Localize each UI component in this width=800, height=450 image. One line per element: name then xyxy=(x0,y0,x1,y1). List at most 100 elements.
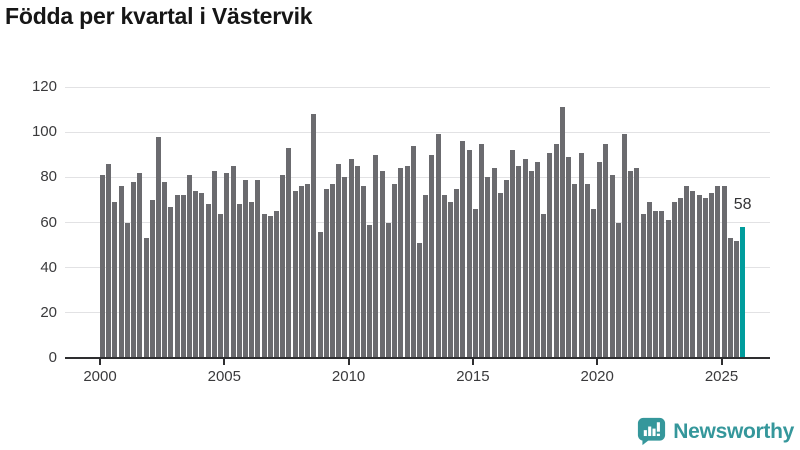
y-axis-label-60: 60 xyxy=(40,213,57,231)
bar-2009-q1 xyxy=(323,188,329,358)
bar-2016-q4 xyxy=(516,166,522,358)
bar-2010-q2 xyxy=(354,166,360,358)
bar-2011-q2 xyxy=(379,170,385,358)
bar-2014-q1 xyxy=(448,202,454,358)
x-axis-label-2005: 2005 xyxy=(207,368,241,385)
bar-2014-q3 xyxy=(460,141,466,358)
bar-2013-q1 xyxy=(423,195,429,358)
bar-2008-q1 xyxy=(298,186,304,358)
bar-2008-q2 xyxy=(305,184,311,358)
bar-2003-q4 xyxy=(193,190,199,358)
bar-2019-q4 xyxy=(590,208,596,358)
grid-line-y-100 xyxy=(65,131,770,133)
bar-2007-q2 xyxy=(280,175,286,358)
bar-2005-q3 xyxy=(236,204,242,358)
bar-2012-q4 xyxy=(416,242,422,358)
y-axis-label-80: 80 xyxy=(40,168,57,186)
page-title: Födda per kvartal i Västervik xyxy=(5,3,313,29)
bar-2003-q1 xyxy=(174,195,180,358)
bar-2006-q1 xyxy=(249,202,255,358)
bar-2023-q4 xyxy=(690,190,696,358)
last-value-label: 58 xyxy=(733,196,752,213)
bar-2023-q1 xyxy=(671,202,677,358)
bar-2001-q3 xyxy=(137,172,143,358)
bar-2025-q2 xyxy=(727,238,733,358)
bar-2021-q3 xyxy=(634,168,640,358)
bar-2010-q1 xyxy=(348,159,354,358)
bar-2023-q2 xyxy=(678,197,683,358)
bar-2012-q2 xyxy=(404,166,410,358)
bar-2003-q2 xyxy=(180,195,186,358)
bar-2015-q3 xyxy=(485,177,491,358)
x-axis-tick-2010 xyxy=(347,359,350,365)
x-axis-label-2020: 2020 xyxy=(580,368,614,385)
x-axis-tick-2000 xyxy=(99,359,101,365)
bar-2005-q2 xyxy=(230,166,236,358)
bar-2006-q2 xyxy=(255,179,261,358)
bar-2000-q1 xyxy=(100,175,105,358)
bar-2001-q2 xyxy=(131,181,137,358)
bar-2008-q3 xyxy=(311,114,317,358)
bar-2000-q2 xyxy=(106,163,112,358)
bar-2005-q1 xyxy=(224,172,230,358)
bar-2004-q1 xyxy=(199,193,205,358)
x-axis-tick-2025 xyxy=(720,359,723,365)
bar-2025-q3 xyxy=(733,240,739,358)
bar-2022-q2 xyxy=(653,211,659,358)
bar-2017-q4 xyxy=(541,213,547,358)
grid-line-y-120 xyxy=(65,86,770,88)
bar-2020-q1 xyxy=(597,161,603,358)
x-axis-label-2025: 2025 xyxy=(704,368,739,385)
bar-2010-q3 xyxy=(361,186,367,358)
bar-2007-q3 xyxy=(286,148,292,358)
bar-2010-q4 xyxy=(367,224,373,358)
bar-2005-q4 xyxy=(242,179,248,358)
bar-2004-q3 xyxy=(211,170,217,358)
newsworthy-logo[interactable]: Newsworthy xyxy=(637,417,794,446)
bar-2012-q3 xyxy=(410,145,416,358)
bar-2021-q2 xyxy=(628,170,634,358)
bar-2007-q4 xyxy=(292,190,298,358)
bar-2000-q4 xyxy=(118,186,124,358)
x-axis-tick-2020 xyxy=(596,359,599,365)
y-axis-label-0: 0 xyxy=(48,349,57,366)
bar-2009-q3 xyxy=(336,163,342,358)
bar-2020-q2 xyxy=(603,143,609,358)
newsworthy-bubble-chart-icon xyxy=(638,417,666,446)
bar-2018-q4 xyxy=(566,157,572,358)
bar-2011-q3 xyxy=(385,222,391,358)
bar-2015-q4 xyxy=(491,168,497,358)
bar-2023-q3 xyxy=(684,186,690,358)
bar-2013-q4 xyxy=(441,195,447,358)
bar-2024-q3 xyxy=(709,193,715,358)
x-axis-label-2015: 2015 xyxy=(456,368,490,385)
bar-2017-q3 xyxy=(535,161,541,358)
bar-2024-q2 xyxy=(702,197,708,358)
bar-2021-q4 xyxy=(640,213,646,358)
bar-2015-q1 xyxy=(472,208,478,358)
bar-2002-q3 xyxy=(162,181,168,358)
bar-2020-q3 xyxy=(609,175,615,358)
x-axis-line xyxy=(65,357,770,359)
bar-2001-q4 xyxy=(143,238,149,358)
bar-2012-q1 xyxy=(398,168,404,358)
bar-2025-q4 xyxy=(740,227,746,358)
bar-2000-q3 xyxy=(112,202,118,358)
bar-2013-q2 xyxy=(429,154,435,359)
bar-2018-q3 xyxy=(559,107,565,358)
bar-2022-q3 xyxy=(659,211,665,358)
bar-2019-q2 xyxy=(578,152,584,358)
x-axis-tick-2015 xyxy=(471,359,474,365)
bar-2019-q1 xyxy=(572,184,578,358)
bar-2016-q3 xyxy=(510,150,516,358)
x-axis-label-2000: 2000 xyxy=(83,368,117,385)
y-axis-label-120: 120 xyxy=(31,78,57,95)
bar-2025-q1 xyxy=(721,186,727,358)
bar-2022-q4 xyxy=(665,220,671,358)
bar-2011-q4 xyxy=(392,184,398,358)
y-axis-label-20: 20 xyxy=(40,303,57,321)
x-axis-label-2010: 2010 xyxy=(331,368,366,385)
bar-2008-q4 xyxy=(317,231,323,358)
bar-2004-q2 xyxy=(205,204,211,358)
